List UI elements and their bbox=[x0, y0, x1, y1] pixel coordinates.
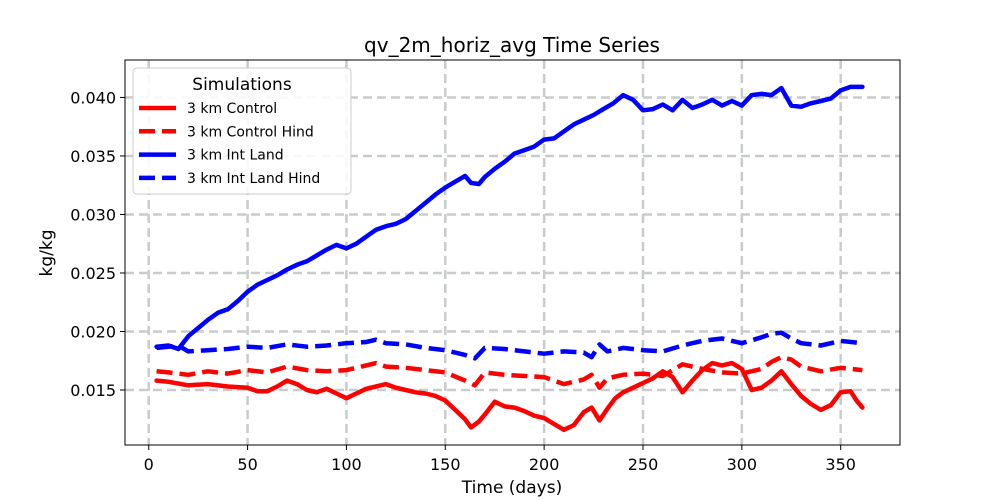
series-line-3-km-int-land-hind bbox=[156, 330, 863, 361]
y-axis-label: kg/kg bbox=[37, 230, 57, 277]
x-tick-label: 350 bbox=[825, 455, 856, 474]
series-line-3-km-control bbox=[154, 360, 865, 433]
plot-frame bbox=[124, 59, 901, 446]
series-lines bbox=[154, 84, 865, 433]
x-axis-label: Time (days) bbox=[461, 478, 562, 498]
chart-title: qv_2m_horiz_avg Time Series bbox=[364, 33, 660, 57]
x-tick-label: 200 bbox=[529, 455, 560, 474]
x-tick-label: 250 bbox=[628, 455, 659, 474]
legend-title: Simulations bbox=[192, 75, 292, 95]
legend-label: 3 km Int Land Hind bbox=[187, 171, 320, 187]
x-tick-label: 0 bbox=[144, 455, 154, 474]
legend-label: 3 km Control Hind bbox=[187, 124, 314, 140]
legend-label: 3 km Control bbox=[187, 101, 277, 117]
legend-box bbox=[132, 67, 352, 195]
y-tick-label: 0.035 bbox=[70, 147, 116, 166]
series-line-3-km-control-hind bbox=[156, 354, 863, 390]
x-tick-label: 150 bbox=[430, 455, 461, 474]
y-tick-label: 0.020 bbox=[70, 322, 116, 341]
legend-label: 3 km Int Land bbox=[187, 148, 284, 164]
series-line-3-km-int-land bbox=[154, 84, 865, 352]
axis-ticks: 0 50 100 150 200 250 300 350 0.015 0.020 0.025 0.03… bbox=[70, 88, 856, 474]
y-tick-label: 0.040 bbox=[70, 88, 116, 107]
x-tick-label: 50 bbox=[237, 455, 257, 474]
y-tick-label: 0.025 bbox=[70, 264, 116, 283]
x-tick-label: 100 bbox=[331, 455, 362, 474]
legend: Simulations 3 km Control 3 km Control Hin… bbox=[132, 67, 352, 195]
y-tick-label: 0.015 bbox=[70, 381, 116, 400]
x-tick-label: 300 bbox=[727, 455, 758, 474]
y-tick-label: 0.030 bbox=[70, 205, 116, 224]
